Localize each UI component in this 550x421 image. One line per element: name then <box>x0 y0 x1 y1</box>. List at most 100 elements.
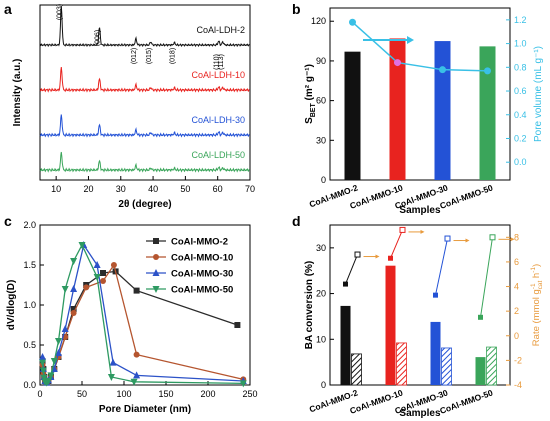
marker-triangle-up <box>109 358 117 366</box>
marker-triangle-up <box>133 371 141 379</box>
rate-connector <box>390 229 403 259</box>
marker-triangle-down <box>44 378 52 385</box>
marker-triangle-up <box>152 269 160 276</box>
y-tick-label: 30 <box>316 243 326 253</box>
peak-label: (006) <box>94 30 101 46</box>
y2-tick-label: 1.2 <box>514 15 527 25</box>
series-label: CoAl-LDH-10 <box>191 70 245 80</box>
y-tick-label: 20 <box>316 289 326 299</box>
y2-tick-label: 1.0 <box>514 39 527 49</box>
legend-label: CoAl-MMO-2 <box>171 237 228 248</box>
xrd-series-line <box>39 5 250 48</box>
conversion-bar <box>385 265 396 385</box>
marker-triangle-down <box>39 359 47 367</box>
series-label: CoAl-LDH-30 <box>191 115 245 125</box>
plot-frame <box>39 4 251 181</box>
pore-volume-point <box>394 59 401 67</box>
marker-circle <box>70 310 77 316</box>
arrow-head-icon <box>510 237 515 242</box>
rate-point-open <box>444 235 451 242</box>
marker-triangle-down <box>78 242 86 249</box>
marker-triangle-down <box>152 286 160 293</box>
legend-label: CoAl-MMO-30 <box>171 269 233 280</box>
conversion-bar-hatched <box>396 342 407 386</box>
series-label: CoAl-LDH-50 <box>191 150 245 160</box>
conversion-bar-hatched <box>351 353 362 386</box>
sbet-bar <box>479 46 496 180</box>
y2-tick-label: 0.6 <box>514 86 527 96</box>
y-axis-label: SBET (m² g⁻¹) <box>304 64 317 124</box>
marker-circle <box>110 262 117 268</box>
series-line <box>41 263 244 384</box>
plot-frame <box>329 224 511 386</box>
x-tick-label: 200 <box>200 389 215 399</box>
panel-c-pore-chart: 0 50 100 150 200 250 0.0 0.5 1.0 1.5 2.0 Pore Diame… <box>6 220 258 415</box>
y-tick-label: 10 <box>316 334 326 344</box>
rate-point-solid <box>433 292 438 298</box>
series-label: CoAl-LDH-2 <box>196 25 245 35</box>
peak-label: (113) <box>218 54 225 70</box>
rate-point-open <box>489 234 496 241</box>
rate-point-open <box>354 251 361 258</box>
marker-square <box>153 238 159 244</box>
y-tick-label: 1.0 <box>23 300 36 310</box>
rate-point-open <box>399 226 406 233</box>
marker-triangle-down <box>107 374 115 381</box>
arrow-head-icon <box>465 238 470 243</box>
x-tick-label: 30 <box>116 184 126 194</box>
pore-volume-point <box>439 66 446 74</box>
y-tick-label: 1.5 <box>23 260 36 270</box>
panel-a-xrd-chart: 10 20 30 40 50 60 70 2θ (degree) Intensity (a.u.… <box>12 4 255 210</box>
panel-b-sbet-chart: 0 30 60 90 120 0.0 0.2 0.4 0.6 0.8 1.0 1.2 SBET (m² … <box>304 7 544 216</box>
y2-tick-label: 2 <box>514 306 519 316</box>
marker-circle <box>100 278 106 284</box>
y-axis-label: Intensity (a.u.) <box>12 59 23 127</box>
marker-triangle-up <box>39 353 47 360</box>
y2-tick-label: -4 <box>514 380 522 390</box>
y2-tick-label: 6 <box>514 257 519 267</box>
peak-label: (018) <box>169 48 176 64</box>
marker-square <box>70 306 77 312</box>
y2-label-main: Rate (mmol g <box>531 289 542 346</box>
marker-triangle-down <box>54 338 62 345</box>
marker-triangle-down <box>40 374 48 382</box>
legend-label: CoAl-MMO-50 <box>171 285 233 296</box>
marker-circle <box>83 284 90 291</box>
peak-label: (015) <box>146 48 153 64</box>
y2-label-sub: cat <box>537 281 544 290</box>
y-tick-label: 2.0 <box>23 220 36 230</box>
x-tick-label: 100 <box>116 389 131 399</box>
x-tick-label: 250 <box>242 389 257 399</box>
y2-tick-label: 0 <box>514 331 519 341</box>
x-axis-label: Pore Diameter (nm) <box>99 404 191 415</box>
panel-label-a: a <box>4 1 12 17</box>
rate-connector <box>345 254 358 285</box>
y2-label-tail: h <box>531 273 542 281</box>
sbet-bar <box>389 38 406 180</box>
y-axis-label-tail: (m² g⁻¹) <box>304 64 315 103</box>
marker-triangle-down <box>93 274 101 281</box>
conversion-bar <box>430 321 441 385</box>
peak-label: (012) <box>131 48 138 64</box>
x-tick-label: 40 <box>148 184 158 194</box>
conversion-bar <box>475 357 486 385</box>
conversion-bar <box>340 305 351 385</box>
y-tick-label: 0.5 <box>23 340 36 350</box>
x-axis-label: Samples <box>399 408 441 419</box>
y-tick-label: 0.0 <box>23 380 36 390</box>
rate-point-solid <box>388 255 393 261</box>
xrd-series-line <box>39 151 250 173</box>
y2-tick-label: -2 <box>514 355 522 365</box>
x-tick-label: 60 <box>213 184 223 194</box>
x-tick-label: 150 <box>158 389 173 399</box>
y2-tick-label: 0.8 <box>514 62 527 72</box>
y2-label-sup2: -1 <box>530 267 537 273</box>
y-axis-label-sub: BET <box>310 103 317 118</box>
y-tick-label: 30 <box>316 135 326 145</box>
y-axis-label: dV/dlog(D) <box>6 280 17 331</box>
sbet-bar <box>344 51 361 181</box>
arrow-head-icon <box>375 254 380 259</box>
y2-tick-label: 8 <box>514 232 519 242</box>
marker-triangle-down <box>239 380 247 388</box>
